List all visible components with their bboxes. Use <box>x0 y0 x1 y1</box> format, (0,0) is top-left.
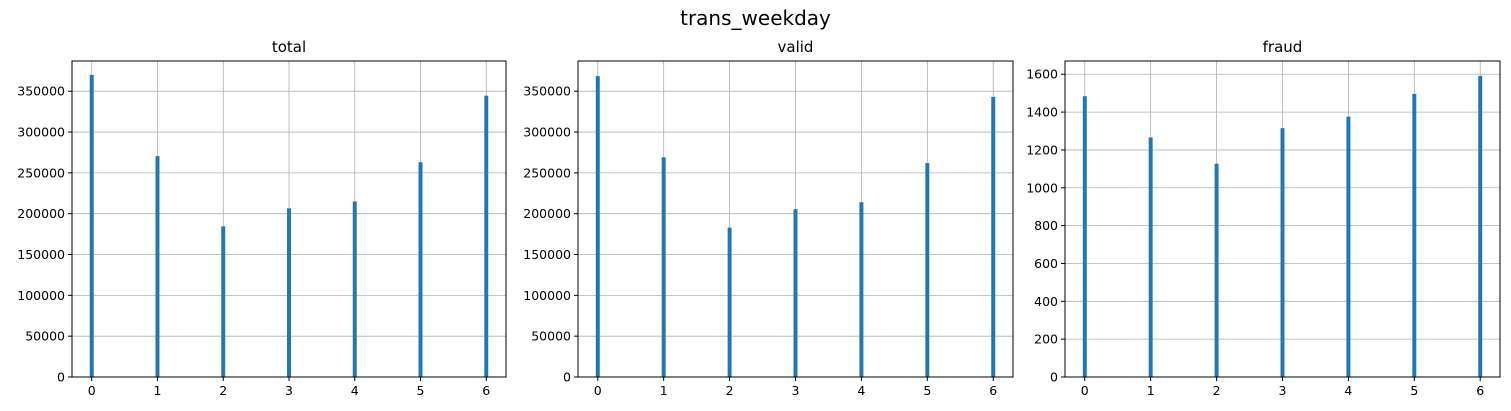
bar <box>418 162 423 377</box>
x-tick-label: 3 <box>285 383 293 398</box>
subplot-title: fraud <box>1263 38 1303 56</box>
y-tick-label: 200000 <box>17 206 65 221</box>
subplot-title: total <box>272 38 306 56</box>
x-tick-label: 5 <box>417 383 425 398</box>
bar <box>352 201 357 377</box>
bar <box>1148 137 1153 377</box>
y-tick-label: 1200 <box>1026 142 1058 157</box>
bar <box>1478 75 1483 378</box>
bar <box>1214 163 1219 377</box>
x-tick-label: 0 <box>594 383 602 398</box>
bar <box>595 76 600 377</box>
y-tick-label: 0 <box>57 370 65 385</box>
bar <box>1280 128 1285 377</box>
x-tick-label: 1 <box>154 383 162 398</box>
y-tick-label: 50000 <box>531 329 571 344</box>
y-tick-label: 200000 <box>523 206 571 221</box>
bar <box>221 226 226 377</box>
x-tick-label: 5 <box>1410 383 1418 398</box>
y-tick-label: 1600 <box>1026 67 1058 82</box>
x-tick-label: 4 <box>857 383 865 398</box>
bar <box>925 163 930 377</box>
y-tick-label: 350000 <box>17 84 65 99</box>
x-tick-label: 5 <box>923 383 931 398</box>
y-tick-label: 100000 <box>523 288 571 303</box>
x-tick-label: 2 <box>219 383 227 398</box>
y-tick-label: 400 <box>1034 294 1058 309</box>
y-tick-label: 0 <box>1050 370 1058 385</box>
y-tick-label: 300000 <box>17 125 65 140</box>
figure-suptitle: trans_weekday <box>680 6 831 30</box>
y-tick-label: 350000 <box>523 84 571 99</box>
x-tick-label: 2 <box>1213 383 1221 398</box>
bar <box>89 74 94 377</box>
x-tick-label: 1 <box>660 383 668 398</box>
y-tick-label: 300000 <box>523 125 571 140</box>
x-tick-label: 0 <box>88 383 96 398</box>
y-tick-label: 600 <box>1034 256 1058 271</box>
bar <box>727 227 732 377</box>
x-tick-label: 6 <box>1476 383 1484 398</box>
x-tick-label: 3 <box>1279 383 1287 398</box>
bar <box>484 95 489 377</box>
x-tick-label: 4 <box>351 383 359 398</box>
y-tick-label: 250000 <box>523 165 571 180</box>
bar <box>1082 96 1087 378</box>
bar <box>991 96 996 378</box>
x-tick-label: 3 <box>792 383 800 398</box>
x-tick-label: 6 <box>989 383 997 398</box>
bar <box>661 157 666 377</box>
bar <box>793 209 798 377</box>
bar <box>287 208 291 377</box>
subplot-title: valid <box>778 38 814 56</box>
y-tick-label: 250000 <box>17 165 65 180</box>
bar <box>155 156 160 377</box>
x-tick-label: 0 <box>1081 383 1089 398</box>
y-tick-label: 100000 <box>17 288 65 303</box>
x-tick-label: 6 <box>482 383 490 398</box>
subplots-container: 0 1 2 3 4 5 6050000100000150000200000250000300… <box>17 38 1501 398</box>
bar <box>1346 116 1351 377</box>
y-tick-label: 200 <box>1034 332 1058 347</box>
subplot-valid: 0 1 2 3 4 5 6 0 50000 100000 150000 200000 250000 300… <box>523 38 1014 398</box>
bar <box>859 202 864 377</box>
x-tick-label: 2 <box>726 383 734 398</box>
subplot-total: 0 1 2 3 4 5 6 0 50000 100000 150000 200000 250000 300… <box>17 38 507 398</box>
y-tick-label: 150000 <box>17 247 65 262</box>
bar <box>1412 93 1417 377</box>
y-tick-label: 800 <box>1034 218 1058 233</box>
x-tick-label: 1 <box>1147 383 1155 398</box>
x-tick-label: 4 <box>1344 383 1352 398</box>
y-tick-label: 1000 <box>1026 180 1058 195</box>
y-tick-label: 50000 <box>25 329 65 344</box>
y-tick-label: 0 <box>563 370 571 385</box>
y-tick-label: 1400 <box>1026 105 1058 120</box>
subplot-fraud: 0 1 2 3 4 5 6 0 200 400 600 800 1000 1200 1400 1600 frau… <box>1026 38 1501 398</box>
y-tick-label: 150000 <box>523 247 571 262</box>
